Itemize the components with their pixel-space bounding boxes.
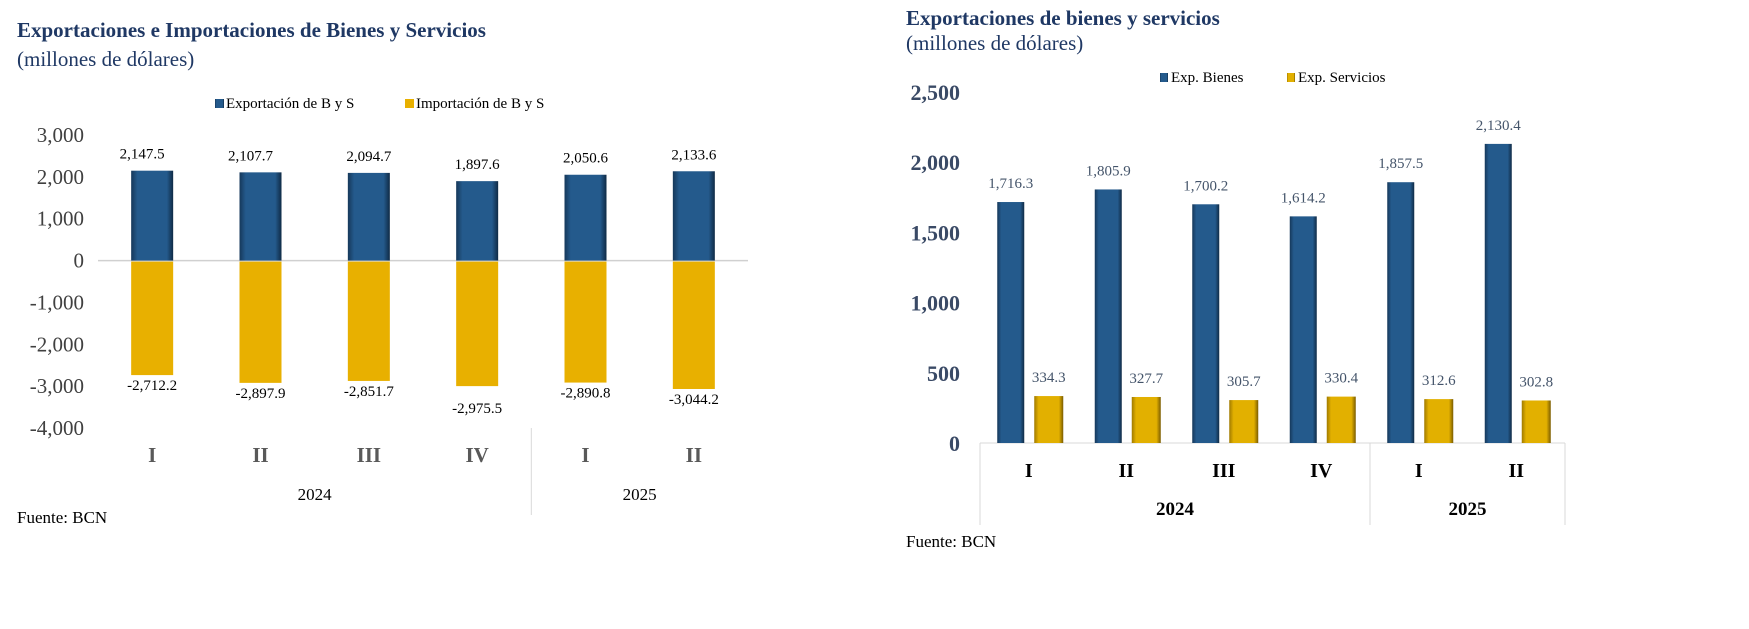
category-label: II [1508,460,1524,482]
y-tick-label: -2,000 [30,332,84,356]
right-chart-subtitle: (millones de dólares) [906,31,1084,55]
group-label: 2024 [1156,499,1195,520]
category-label: I [581,443,589,467]
data-label-importacion: -2,712.2 [127,378,177,394]
bar-servicios [1521,400,1551,443]
data-label-exportacion: 2,147.5 [120,147,165,163]
legend-label-bienes: Exp. Bienes [1171,70,1244,86]
y-tick-label: -1,000 [30,290,84,314]
category-label: I [1025,460,1033,482]
data-label-servicios: 334.3 [1032,370,1066,386]
bar-servicios [1424,399,1454,443]
bar-importacion [456,261,499,387]
group-label: 2025 [1449,499,1487,520]
y-tick-label: -3,000 [30,374,84,398]
y-tick-label: 0 [949,431,960,456]
bar-bienes [1192,204,1220,443]
category-label: IV [465,443,488,467]
bar-importacion [347,261,390,381]
category-label: IV [1310,460,1333,482]
data-label-bienes: 1,716.3 [988,176,1033,192]
category-label: III [1212,460,1236,482]
y-tick-label: 2,000 [37,165,84,189]
bar-exportacion [672,171,715,261]
bar-importacion [672,261,715,389]
y-tick-label: 500 [927,361,960,386]
y-tick-label: 2,000 [911,150,961,175]
bar-bienes [1387,182,1415,443]
bar-servicios [1326,396,1356,443]
data-label-servicios: 312.6 [1422,373,1456,389]
data-label-exportacion: 2,094.7 [346,149,392,165]
bar-exportacion [456,181,499,261]
legend-swatch-importacion [405,99,414,108]
bar-servicios [1229,400,1259,443]
category-label: I [1415,460,1423,482]
data-label-exportacion: 2,133.6 [671,147,717,163]
data-label-importacion: -2,851.7 [344,384,394,400]
category-label: III [357,443,382,467]
bar-exportacion [564,174,607,261]
bar-bienes [1484,143,1512,443]
y-tick-label: 1,500 [911,220,961,245]
data-label-exportacion: 1,897.6 [455,157,501,173]
y-tick-label: 1,000 [911,291,961,316]
data-label-importacion: -2,890.8 [561,386,611,402]
y-tick-label: 0 [74,249,85,273]
category-label: I [148,443,156,467]
bar-importacion [239,261,282,383]
bar-importacion [564,261,607,383]
legend-swatch-bienes [1160,73,1168,82]
data-label-bienes: 1,700.2 [1183,178,1228,194]
data-label-servicios: 330.4 [1324,371,1358,387]
data-label-bienes: 1,857.5 [1378,156,1423,172]
data-label-bienes: 1,805.9 [1086,163,1131,179]
category-label: II [1118,460,1134,482]
data-label-servicios: 302.8 [1519,374,1553,390]
left-chart-subtitle: (millones de dólares) [17,47,195,71]
y-tick-label: 3,000 [37,123,84,147]
y-tick-label: 1,000 [37,207,84,231]
right-chart-title: Exportaciones de bienes y servicios [906,6,1220,30]
bar-importacion [131,261,174,376]
bar-exportacion [131,170,174,261]
data-label-importacion: -2,975.5 [452,401,502,417]
category-label: II [686,443,702,467]
bar-servicios [1034,396,1064,443]
bar-exportacion [347,172,390,261]
data-label-servicios: 305.7 [1227,374,1261,390]
data-label-exportacion: 2,050.6 [563,151,609,167]
legend-label-servicios: Exp. Servicios [1298,70,1386,86]
category-label: II [252,443,268,467]
data-label-exportacion: 2,107.7 [228,148,274,164]
left-chart-title: Exportaciones e Importaciones de Bienes … [17,18,486,42]
bar-bienes [997,202,1025,443]
y-tick-label: 2,500 [911,80,961,105]
bar-servicios [1131,396,1161,443]
bar-bienes [1289,216,1317,443]
group-label: 2025 [623,485,657,504]
data-label-importacion: -2,897.9 [236,386,286,402]
legend-swatch-exportacion [215,99,224,108]
data-label-bienes: 2,130.4 [1476,118,1522,134]
data-label-importacion: -3,044.2 [669,392,719,408]
data-label-servicios: 327.7 [1129,371,1163,387]
bar-bienes [1094,189,1122,443]
data-label-bienes: 1,614.2 [1281,190,1326,206]
legend-label-importacion: Importación de B y S [416,96,544,112]
right-chart-source: Fuente: BCN [906,532,997,551]
bar-exportacion [239,172,282,261]
left-chart-source: Fuente: BCN [17,508,108,527]
legend-swatch-servicios [1287,73,1295,82]
legend-label-exportacion: Exportación de B y S [226,96,354,112]
y-tick-label: -4,000 [30,416,84,440]
group-label: 2024 [298,485,333,504]
